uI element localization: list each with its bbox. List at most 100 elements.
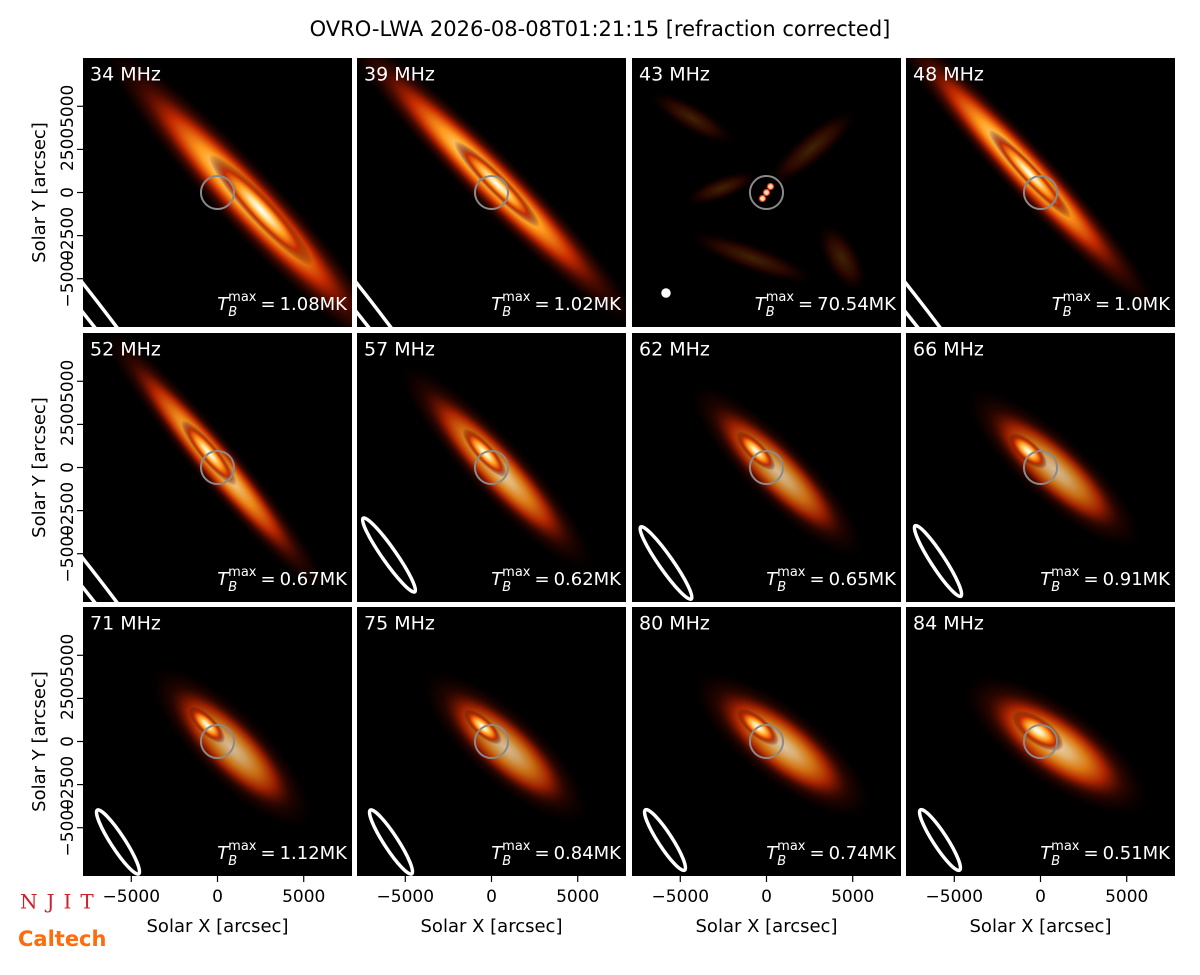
solar-limb: [199, 449, 236, 486]
y-tick-label: 5000: [58, 360, 78, 403]
panel: [632, 607, 901, 876]
x-tick-label: −5000: [926, 887, 984, 907]
tmax-label: TBmax = 0.84MK: [491, 839, 622, 869]
emission-core: [188, 706, 226, 744]
tmax-equals: =: [534, 294, 549, 315]
tmax-superscript: max: [228, 839, 257, 854]
x-tick-label: 5000: [1105, 887, 1148, 907]
tmax-label: TBmax = 0.51MK: [1040, 839, 1171, 869]
beam: [912, 523, 964, 599]
panel: [632, 58, 901, 327]
beam: [360, 516, 418, 594]
tmax-symbol: T: [491, 843, 504, 864]
solar-limb: [199, 174, 236, 211]
frequency-label: 62 MHz: [639, 339, 710, 361]
tmax-label: TBmax = 1.0MK: [1052, 290, 1172, 320]
tmax-equals: =: [260, 843, 275, 864]
tmax-superscript: max: [766, 290, 795, 305]
tmax-subscript: B: [1063, 305, 1072, 320]
frequency-label: 84 MHz: [913, 613, 984, 635]
frequency-label: 43 MHz: [639, 64, 710, 86]
tmax-value: 0.51MK: [1103, 843, 1172, 864]
beam: [638, 524, 694, 602]
y-axis-label: Solar Y [arcsec]: [29, 122, 50, 263]
compact-source: [758, 194, 767, 203]
tmax-value: 1.08MK: [280, 294, 349, 315]
x-tick-label: 0: [761, 887, 772, 907]
tmax-equals: =: [1083, 569, 1098, 590]
tmax-value: 0.67MK: [280, 569, 349, 590]
x-tick-label: 0: [1035, 887, 1046, 907]
tmax-subscript: B: [502, 580, 511, 595]
x-tick-label: −5000: [377, 887, 435, 907]
x-axis-label: Solar X [arcsec]: [147, 916, 289, 937]
tmax-equals: =: [798, 294, 813, 315]
panel: [83, 58, 352, 327]
tmax-equals: =: [1083, 843, 1098, 864]
tmax-superscript: max: [1051, 839, 1080, 854]
y-tick-label: −2500: [58, 482, 78, 540]
x-tick-label: 5000: [831, 887, 874, 907]
tmax-label: TBmax = 0.91MK: [1040, 565, 1171, 595]
x-tick-label: 0: [486, 887, 497, 907]
panel: [83, 333, 352, 602]
panel: [632, 333, 901, 602]
beam: [357, 177, 452, 327]
tmax-superscript: max: [502, 839, 531, 854]
y-tick-label: −2500: [58, 207, 78, 265]
tmax-label: TBmax = 0.67MK: [217, 565, 348, 595]
beam: [906, 177, 1001, 327]
y-tick-label: 2500: [58, 677, 78, 720]
tmax-superscript: max: [502, 565, 531, 580]
tmax-equals: =: [260, 569, 275, 590]
tmax-symbol: T: [1040, 569, 1053, 590]
solar-limb: [473, 174, 510, 211]
caltech-logo: Caltech: [18, 927, 106, 951]
frequency-label: 48 MHz: [913, 64, 984, 86]
x-tick-label: −5000: [652, 887, 710, 907]
x-axis-label: Solar X [arcsec]: [421, 916, 563, 937]
tmax-symbol: T: [491, 569, 504, 590]
tmax-subscript: B: [1051, 580, 1060, 595]
tmax-label: TBmax = 0.62MK: [491, 565, 622, 595]
beam: [917, 807, 963, 873]
y-tick-label: −2500: [58, 756, 78, 814]
panel: [357, 607, 626, 876]
solar-limb: [748, 174, 785, 211]
tmax-superscript: max: [1063, 290, 1092, 305]
tmax-symbol: T: [766, 843, 779, 864]
y-axis-label: Solar Y [arcsec]: [29, 671, 50, 812]
tmax-value: 70.54MK: [817, 294, 897, 315]
y-axis-label: Solar Y [arcsec]: [29, 397, 50, 538]
tmax-superscript: max: [228, 565, 257, 580]
panel: [83, 607, 352, 876]
tmax-equals: =: [534, 569, 549, 590]
tmax-superscript: max: [777, 839, 806, 854]
tmax-label: TBmax = 1.02MK: [491, 290, 622, 320]
emission-core: [1012, 710, 1064, 752]
y-tick-label: 5000: [58, 85, 78, 128]
tmax-symbol: T: [217, 569, 230, 590]
tmax-superscript: max: [777, 565, 806, 580]
tmax-symbol: T: [217, 294, 230, 315]
solar-limb: [1022, 449, 1059, 486]
sidelobe: [764, 107, 860, 189]
tmax-superscript: max: [1051, 565, 1080, 580]
solar-limb: [748, 449, 785, 486]
tmax-subscript: B: [502, 854, 511, 869]
tmax-superscript: max: [228, 290, 257, 305]
sidelobe: [686, 230, 818, 286]
sidelobe: [684, 170, 760, 206]
x-tick-label: 5000: [556, 887, 599, 907]
frequency-label: 34 MHz: [90, 64, 161, 86]
beam: [367, 808, 415, 876]
tmax-subscript: B: [502, 305, 511, 320]
x-tick-label: −5000: [103, 887, 161, 907]
tmax-value: 1.12MK: [280, 843, 349, 864]
beam: [83, 452, 178, 602]
tmax-superscript: max: [502, 290, 531, 305]
tmax-symbol: T: [217, 843, 230, 864]
solar-limb: [1022, 174, 1059, 211]
frequency-label: 39 MHz: [364, 64, 435, 86]
